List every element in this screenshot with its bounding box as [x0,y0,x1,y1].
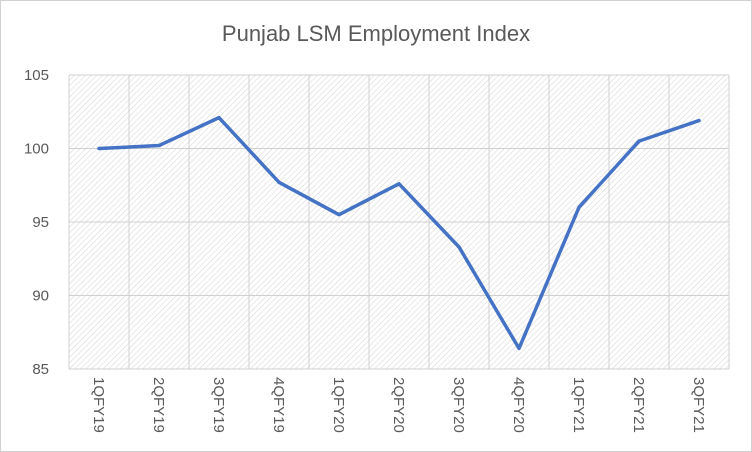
data-point [457,245,461,249]
y-tick-label: 90 [32,288,49,305]
x-tick-label: 3QFY21 [690,377,707,433]
x-tick-label: 2QFY20 [390,377,407,433]
x-tick-label: 4QFY20 [510,377,527,433]
data-point [577,205,581,209]
y-tick-label: 85 [32,361,49,378]
data-point [337,213,341,217]
data-point [277,180,281,184]
data-point [697,119,701,123]
chart-title: Punjab LSM Employment Index [221,21,531,46]
data-point [397,182,401,186]
data-point [517,346,521,350]
x-tick-label: 3QFY20 [450,377,467,433]
data-point [97,147,101,150]
x-tick-label: 1QFY20 [330,377,347,433]
data-point [157,144,161,148]
y-tick-label: 95 [32,214,49,231]
x-tick-label: 1QFY21 [570,377,587,433]
x-tick-label: 1QFY19 [90,377,107,433]
data-point [637,139,641,143]
data-point [217,116,221,120]
x-tick-label: 2QFY19 [150,377,167,433]
y-tick-label: 100 [24,141,49,158]
x-tick-label: 3QFY19 [210,377,227,433]
y-tick-label: 105 [24,67,49,84]
x-tick-label: 4QFY19 [270,377,287,433]
x-tick-label: 2QFY21 [630,377,647,433]
